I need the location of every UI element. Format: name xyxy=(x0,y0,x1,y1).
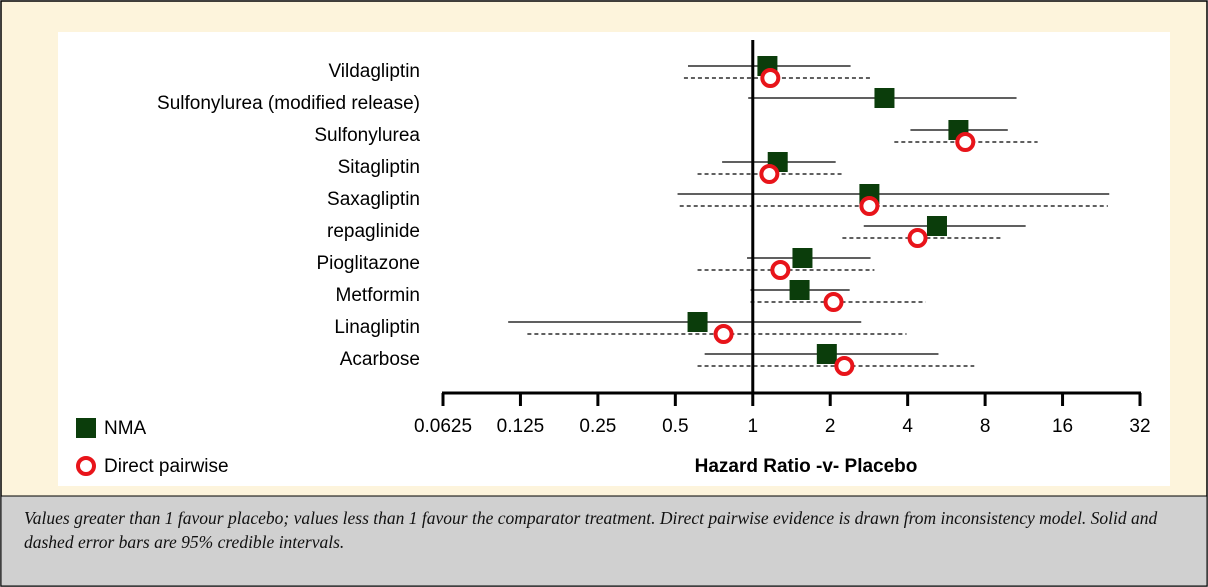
point-estimate xyxy=(759,164,780,184)
x-tick-label: 8 xyxy=(980,416,991,437)
caption: Values greater than 1 favour placebo; va… xyxy=(24,508,1158,552)
point-estimate xyxy=(834,356,855,376)
point-estimate xyxy=(713,324,734,344)
row-label: Metformin xyxy=(336,285,420,306)
legend-marker xyxy=(76,418,96,438)
point-estimate xyxy=(859,196,880,216)
row-label: Saxagliptin xyxy=(327,189,420,210)
row-label: Acarbose xyxy=(340,349,420,370)
x-tick-label: 0.5 xyxy=(662,416,688,437)
x-tick-label: 2 xyxy=(825,416,836,437)
legend-label: Direct pairwise xyxy=(104,456,229,477)
row-label: Sitagliptin xyxy=(338,157,420,178)
row-label: repaglinide xyxy=(327,221,420,242)
caption-box xyxy=(0,495,1208,587)
legend-marker xyxy=(76,456,96,476)
row-label: Sulfonylurea (modified release) xyxy=(157,93,420,114)
point-estimate xyxy=(926,216,947,236)
x-axis-title: Hazard Ratio -v- Placebo xyxy=(695,456,918,477)
x-tick-label: 16 xyxy=(1052,416,1073,437)
x-tick-label: 0.25 xyxy=(579,416,616,437)
row-label: Pioglitazone xyxy=(316,253,420,274)
x-tick-label: 32 xyxy=(1129,416,1150,437)
point-estimate xyxy=(907,228,928,248)
point-estimate xyxy=(823,292,844,312)
point-estimate xyxy=(792,248,813,268)
legend-label: NMA xyxy=(104,418,147,439)
x-tick-label: 0.125 xyxy=(497,416,545,437)
point-estimate xyxy=(687,312,708,332)
row-label: Linagliptin xyxy=(334,317,420,338)
point-estimate xyxy=(816,344,837,364)
row-label: Vildagliptin xyxy=(328,61,420,82)
point-estimate xyxy=(874,88,895,108)
point-estimate xyxy=(955,132,976,152)
row-label: Sulfonylurea xyxy=(314,125,420,146)
point-estimate xyxy=(789,280,810,300)
x-tick-label: 0.0625 xyxy=(414,416,472,437)
x-tick-label: 1 xyxy=(747,416,758,437)
point-estimate xyxy=(760,68,781,88)
plot-area xyxy=(58,32,1170,486)
point-estimate xyxy=(770,260,791,280)
x-tick-label: 4 xyxy=(902,416,913,437)
